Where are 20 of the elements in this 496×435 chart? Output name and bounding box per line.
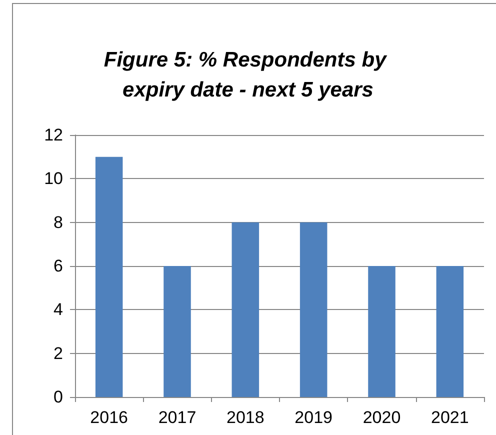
x-tick-label: 2018 bbox=[226, 408, 264, 427]
bar bbox=[95, 156, 123, 397]
y-tick-label: 8 bbox=[54, 212, 63, 232]
x-tick-label: 2020 bbox=[362, 408, 401, 427]
bar bbox=[232, 222, 260, 397]
y-tick-label: 0 bbox=[54, 388, 63, 406]
y-tick-label: 10 bbox=[44, 169, 63, 188]
y-tick-label: 12 bbox=[44, 126, 63, 144]
bar bbox=[368, 266, 396, 397]
bar bbox=[436, 266, 464, 397]
x-tick-label: 2019 bbox=[294, 408, 332, 427]
y-tick-label: 2 bbox=[54, 344, 63, 363]
x-tick-label: 2021 bbox=[431, 408, 469, 427]
x-tick-label: 2017 bbox=[158, 408, 196, 427]
chart-title: Figure 5: % Respondents by expiry date - next 5 years bbox=[104, 48, 392, 102]
x-tick-label: 2016 bbox=[90, 408, 128, 427]
bar bbox=[300, 222, 328, 397]
y-tick-label: 6 bbox=[54, 256, 63, 276]
y-tick-label: 4 bbox=[54, 300, 63, 320]
bar bbox=[164, 266, 191, 397]
